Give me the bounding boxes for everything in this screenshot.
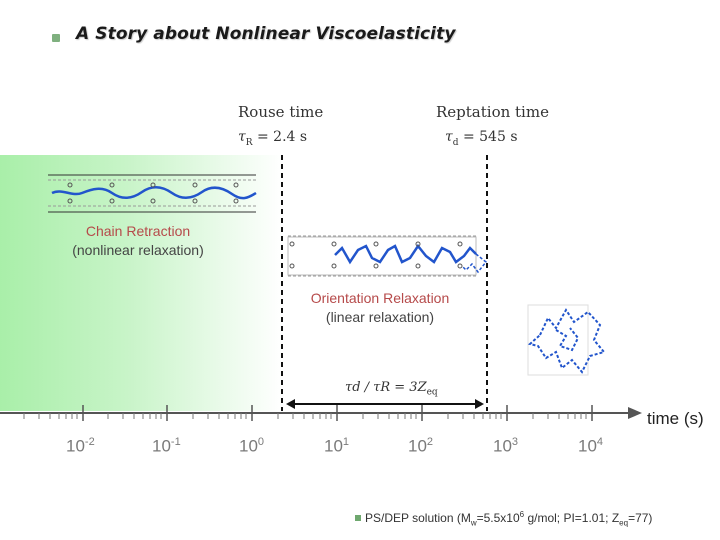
tick-label: 102 <box>408 436 434 456</box>
tick-label: 100 <box>239 436 265 456</box>
tick-label: 10-1 <box>152 436 181 456</box>
relaxed-chain-illustration <box>287 235 488 277</box>
time-axis-arrowhead <box>628 407 642 419</box>
rouse-time-value: τR = 2.4 s <box>238 129 308 148</box>
ratio-arrow-right-head <box>475 399 484 409</box>
title-bullet <box>52 34 60 42</box>
tick-label: 103 <box>493 436 519 456</box>
reptation-time-value: τd = 545 s <box>445 129 518 148</box>
time-axis-label: time (s) <box>647 409 704 428</box>
rouse-time-label: Rouse time <box>238 103 324 121</box>
chain-retraction-region <box>0 155 282 411</box>
ratio-arrow-left-head <box>286 399 295 409</box>
tick-label: 10-2 <box>66 436 95 456</box>
orientation-relaxation-caption: Orientation Relaxation (linear relaxatio… <box>292 289 468 327</box>
chain-retraction-subtitle: (nonlinear relaxation) <box>72 242 204 258</box>
slide-title: A Story about Nonlinear Viscoelasticity <box>76 24 456 44</box>
tick-label: 104 <box>578 436 604 456</box>
major-ticks <box>82 405 593 421</box>
footnote-bullet <box>355 515 361 521</box>
reptation-time-label: Reptation time <box>436 103 549 121</box>
chain-retraction-caption: Chain Retraction (nonlinear relaxation) <box>50 222 226 260</box>
chain-retraction-title: Chain Retraction <box>85 223 191 239</box>
stretched-chain-illustration <box>48 174 257 213</box>
random-coil-illustration <box>527 304 606 376</box>
ratio-formula: τd / τR = 3Zeq <box>345 380 438 398</box>
orientation-relaxation-subtitle: (linear relaxation) <box>325 309 435 325</box>
minor-ticks <box>23 413 587 419</box>
orientation-relaxation-title: Orientation Relaxation <box>310 290 450 306</box>
sample-footnote: PS/DEP solution (Mw=5.5x106 g/mol; PI=1.… <box>355 510 652 527</box>
tick-label: 101 <box>324 436 350 456</box>
